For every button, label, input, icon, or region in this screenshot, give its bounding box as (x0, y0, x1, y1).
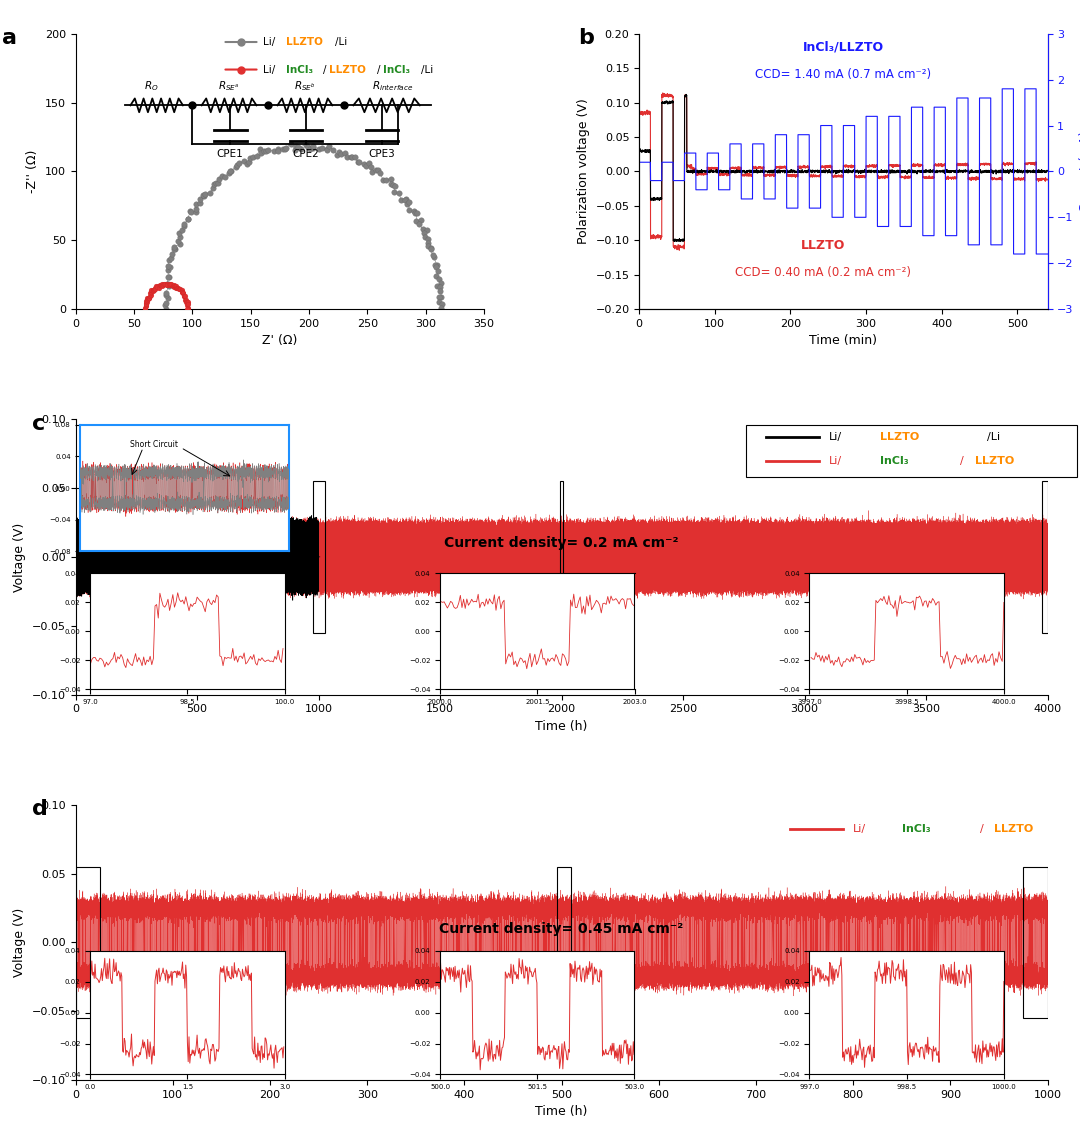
Y-axis label: Polarization voltage (V): Polarization voltage (V) (577, 99, 590, 244)
Text: CCD= 1.40 mA (0.7 mA cm⁻²): CCD= 1.40 mA (0.7 mA cm⁻²) (755, 68, 931, 81)
Text: b: b (578, 28, 594, 48)
Text: InCl₃: InCl₃ (286, 64, 313, 74)
Text: LLZTO: LLZTO (994, 825, 1034, 835)
Text: CCD= 0.40 mA (0.2 mA cm⁻²): CCD= 0.40 mA (0.2 mA cm⁻²) (735, 266, 910, 279)
Bar (561, 482, 563, 632)
X-axis label: Time (h): Time (h) (536, 1105, 588, 1118)
Text: LLZTO: LLZTO (800, 238, 846, 252)
Text: $R_{interface}$: $R_{interface}$ (372, 79, 413, 93)
Text: LLZTO: LLZTO (286, 37, 323, 47)
Text: InCl₃: InCl₃ (383, 64, 410, 74)
Text: c: c (32, 414, 45, 434)
Bar (312, 482, 325, 632)
Text: /Li: /Li (335, 37, 347, 47)
Text: /Li: /Li (421, 64, 433, 74)
Text: /: / (323, 64, 326, 74)
Text: $R_{SE^b}$: $R_{SE^b}$ (294, 79, 315, 93)
Y-axis label: -Z'' (Ω): -Z'' (Ω) (26, 150, 39, 193)
Text: CPE2: CPE2 (293, 150, 320, 160)
Text: /Li: /Li (987, 432, 1000, 442)
Bar (76, 866, 100, 1018)
Text: LLZTO: LLZTO (328, 64, 366, 74)
Text: Current density= 0.2 mA cm⁻²: Current density= 0.2 mA cm⁻² (444, 537, 679, 550)
Text: InCl₃: InCl₃ (880, 456, 909, 466)
X-axis label: Z' (Ω): Z' (Ω) (262, 334, 297, 348)
Text: InCl₃: InCl₃ (902, 825, 931, 835)
Text: LLZTO: LLZTO (974, 456, 1014, 466)
Text: a: a (2, 28, 17, 48)
Text: CPE3: CPE3 (368, 150, 395, 160)
Text: /: / (377, 64, 380, 74)
Bar (557, 866, 571, 1018)
Y-axis label: Voltage (V): Voltage (V) (13, 908, 26, 976)
Text: Li/: Li/ (828, 432, 842, 442)
Text: /: / (980, 825, 983, 835)
Text: /: / (960, 456, 963, 466)
Text: Li/: Li/ (853, 825, 866, 835)
X-axis label: Time (h): Time (h) (536, 720, 588, 732)
Text: $R_O$: $R_O$ (144, 79, 159, 93)
Text: InCl₃/LLZTO: InCl₃/LLZTO (802, 40, 883, 53)
X-axis label: Time (min): Time (min) (809, 334, 877, 348)
Text: LLZTO: LLZTO (880, 432, 920, 442)
Text: Li/: Li/ (264, 37, 275, 47)
Bar (1023, 866, 1048, 1018)
Text: $R_{SE^a}$: $R_{SE^a}$ (218, 79, 240, 93)
Text: Current density= 0.45 mA cm⁻²: Current density= 0.45 mA cm⁻² (440, 921, 684, 936)
Bar (1041, 482, 1048, 632)
Text: Li/: Li/ (264, 64, 275, 74)
Y-axis label: Voltage (V): Voltage (V) (13, 522, 26, 592)
Text: Li/: Li/ (828, 456, 842, 466)
Text: d: d (32, 799, 48, 819)
Text: CPE1: CPE1 (217, 150, 244, 160)
